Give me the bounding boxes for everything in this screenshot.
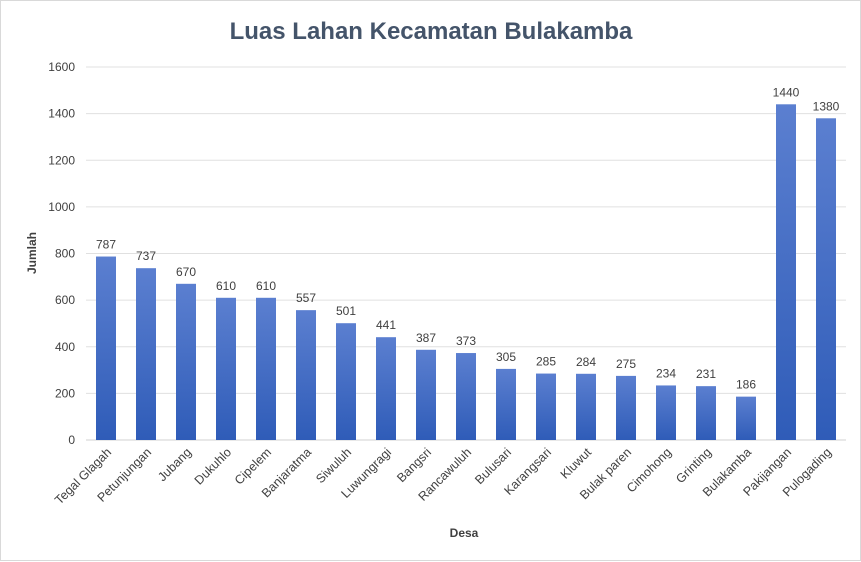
x-tick-label: Siwuluh bbox=[313, 445, 354, 486]
data-label: 231 bbox=[696, 367, 716, 381]
bar bbox=[336, 323, 356, 440]
y-tick-label: 600 bbox=[55, 293, 75, 307]
y-axis-ticks: 0 200 400 600 800 1000 1200 1400 1600 bbox=[48, 60, 75, 447]
bar bbox=[456, 353, 476, 440]
bar bbox=[176, 283, 196, 440]
x-tick-label: Kluwut bbox=[558, 445, 595, 482]
y-tick-label: 800 bbox=[55, 247, 75, 261]
y-tick-label: 1200 bbox=[48, 153, 75, 167]
y-tick-label: 200 bbox=[55, 386, 75, 400]
data-label: 186 bbox=[736, 378, 756, 392]
data-label: 670 bbox=[176, 265, 196, 279]
bar bbox=[536, 373, 556, 440]
data-label: 275 bbox=[616, 357, 636, 371]
bar bbox=[696, 386, 716, 440]
bar bbox=[416, 349, 436, 440]
bar bbox=[96, 256, 116, 440]
data-labels: 787 737 670 610 610 557 501 441 387 373 305 285 284 2… bbox=[96, 85, 840, 391]
data-label: 787 bbox=[96, 238, 116, 252]
bars bbox=[96, 104, 836, 441]
data-label: 285 bbox=[536, 355, 556, 369]
x-tick-label: Jubang bbox=[155, 445, 194, 484]
bar bbox=[776, 104, 796, 441]
bar bbox=[816, 118, 836, 440]
bar bbox=[216, 297, 236, 440]
x-tick-label: Dukuhlo bbox=[192, 445, 234, 487]
y-tick-label: 1400 bbox=[48, 107, 75, 121]
bar bbox=[616, 375, 636, 440]
chart-title: Luas Lahan Kecamatan Bulakamba bbox=[230, 18, 633, 45]
bar bbox=[576, 373, 596, 440]
data-label: 1380 bbox=[813, 99, 840, 113]
x-axis-title: Desa bbox=[450, 526, 479, 540]
data-label: 373 bbox=[456, 334, 476, 348]
gridlines bbox=[86, 66, 846, 441]
y-tick-label: 0 bbox=[68, 433, 75, 447]
data-label: 305 bbox=[496, 350, 516, 364]
data-label: 441 bbox=[376, 318, 396, 332]
bar bbox=[376, 337, 396, 440]
y-tick-label: 400 bbox=[55, 340, 75, 354]
data-label: 234 bbox=[656, 366, 676, 380]
x-tick-label: Bangsri bbox=[394, 445, 434, 485]
bar bbox=[136, 268, 156, 440]
data-label: 501 bbox=[336, 304, 356, 318]
data-label: 1440 bbox=[773, 85, 800, 99]
y-tick-label: 1000 bbox=[48, 200, 75, 214]
y-axis-title: Jumlah bbox=[25, 232, 39, 274]
data-label: 610 bbox=[256, 279, 276, 293]
bar bbox=[496, 368, 516, 440]
data-label: 557 bbox=[296, 291, 316, 305]
y-tick-label: 1600 bbox=[48, 60, 75, 74]
bar bbox=[736, 396, 756, 440]
data-label: 610 bbox=[216, 279, 236, 293]
bar bbox=[296, 310, 316, 440]
bar bbox=[256, 297, 276, 440]
bar bbox=[656, 385, 676, 440]
x-tick-label: Grinting bbox=[673, 445, 714, 486]
data-label: 387 bbox=[416, 331, 436, 345]
data-label: 737 bbox=[136, 249, 156, 263]
data-label: 284 bbox=[576, 355, 596, 369]
